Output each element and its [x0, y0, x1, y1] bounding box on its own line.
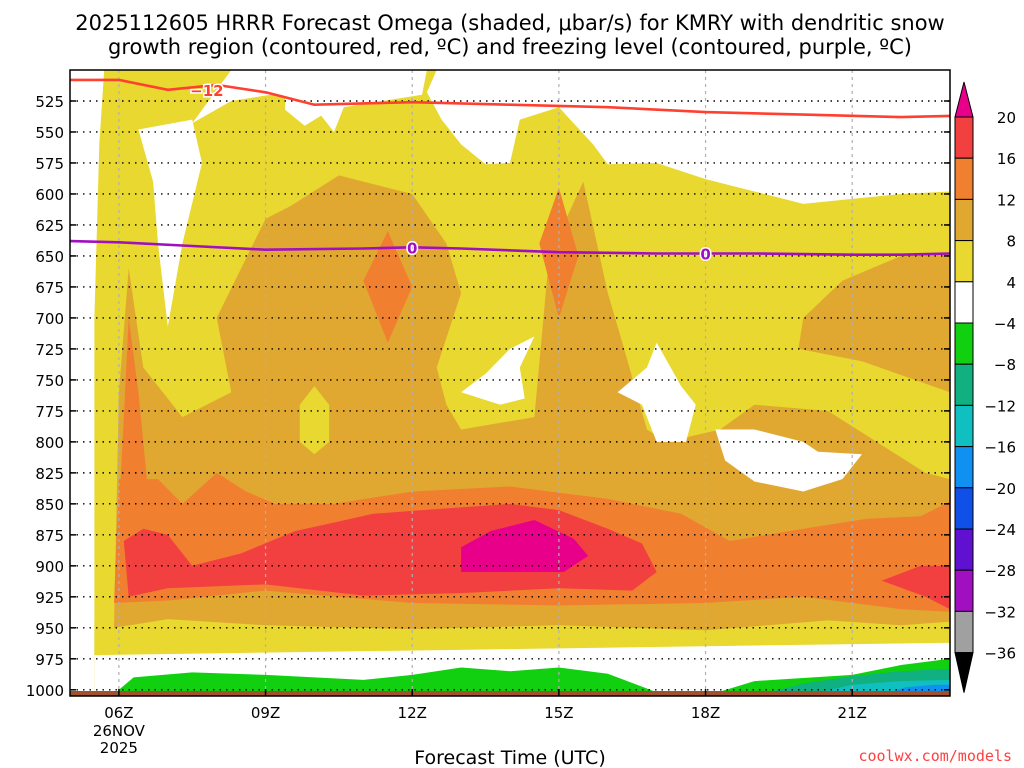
colorbar-label-12: −32: [984, 603, 1016, 621]
colorbar-segment-8: [954, 446, 974, 489]
colorbar-label-10: −24: [984, 521, 1016, 539]
omega-shaded-fills: [70, 70, 950, 696]
omega-region-white-top-right: [426, 70, 950, 204]
y-tick-label-550: 550: [35, 124, 64, 142]
colorbar-segment-9: [954, 487, 974, 530]
x-axis-label: Forecast Time (UTC): [414, 747, 605, 768]
y-tick-label-1000: 1000: [26, 682, 64, 700]
colorbar-label-5: −4: [994, 315, 1016, 333]
colorbar-label-6: −8: [994, 356, 1016, 374]
omega-region-gold-right-patch: [798, 253, 950, 393]
y-tick-label-925: 925: [35, 589, 64, 607]
y-tick-label-725: 725: [35, 341, 64, 359]
x-tick-label-09Z: 09Z: [251, 704, 280, 722]
colorbar-top-arrow: [954, 81, 974, 118]
colorbar-label-13: −36: [984, 645, 1016, 663]
colorbar-label-2: 12: [997, 191, 1016, 209]
y-tick-label-675: 675: [35, 279, 64, 297]
x-tick-label-15Z: 15Z: [544, 704, 573, 722]
colorbar-segment-4: [954, 281, 974, 324]
y-tick-label-650: 650: [35, 248, 64, 266]
x-tick-sublabel-0: 26NOV: [93, 722, 146, 740]
x-tick-label-18Z: 18Z: [691, 704, 720, 722]
x-tick-label-06Z: 06Z: [104, 704, 133, 722]
colorbar-label-9: −20: [984, 480, 1016, 498]
chart-title-line-2: growth region (contoured, red, ºC) and f…: [108, 35, 912, 59]
colorbar-segment-10: [954, 528, 974, 571]
omega-region-yellow-bubble-a: [299, 386, 330, 455]
colorbar-label-1: 16: [997, 150, 1016, 168]
colorbar-segment-5: [954, 322, 974, 365]
contour-line-dgz: [70, 78, 950, 119]
omega-region-white-left-column: [138, 119, 202, 327]
y-tick-label-750: 750: [35, 372, 64, 390]
temperature-contours: −12 0 0: [70, 78, 950, 265]
colorbar-label-0: 20: [997, 109, 1016, 127]
colorbar-label-4: 4: [1006, 274, 1016, 292]
y-axis-ticks: 525 550 575 600 625 650 675 700 725 750 775 800 825 8…: [26, 93, 950, 700]
omega-region-green-band: [118, 658, 950, 696]
y-tick-label-825: 825: [35, 465, 64, 483]
omega-region-red-right: [881, 565, 950, 610]
colorbar-segment-6: [954, 363, 974, 406]
credit-text: coolwx.com/models: [858, 747, 1012, 765]
plot-frame: [69, 69, 951, 697]
colorbar-label-3: 8: [1006, 233, 1016, 251]
y-tick-label-950: 950: [35, 620, 64, 638]
omega-region-white-upper-left: [192, 70, 427, 132]
colorbar-segment-7: [954, 404, 974, 448]
colorbar: 20 16 12 8 4 −4 −8 −12 −16 −20 −24 −28 −32 −36: [954, 81, 1016, 693]
contour-label-dgz-0: −12: [190, 82, 223, 100]
y-tick-label-800: 800: [35, 434, 64, 452]
colorbar-segment-0: [954, 116, 974, 159]
colorbar-segment-11: [954, 569, 974, 612]
y-tick-label-875: 875: [35, 527, 64, 545]
y-tick-label-575: 575: [35, 155, 64, 173]
y-tick-label-625: 625: [35, 217, 64, 235]
omega-region-white-bubble-right: [617, 342, 696, 442]
omega-region-orange-diamond-a: [363, 231, 413, 343]
colorbar-segment-12: [954, 610, 974, 654]
y-tick-label-775: 775: [35, 403, 64, 421]
contour-line-freezing: [70, 239, 950, 256]
omega-region-magenta-core: [461, 520, 589, 572]
x-tick-sublabel-1: 2025: [100, 739, 138, 757]
y-tick-label-850: 850: [35, 496, 64, 514]
omega-region-white-bubble-mid: [461, 336, 535, 405]
y-tick-label-525: 525: [35, 93, 64, 111]
y-tick-label-975: 975: [35, 651, 64, 669]
colorbar-segment-1: [954, 157, 974, 200]
omega-region-white-bubble-far-right: [715, 429, 862, 492]
colorbar-bottom-arrow: [954, 652, 974, 693]
colorbar-label-11: −28: [984, 562, 1016, 580]
x-tick-label-12Z: 12Z: [398, 704, 427, 722]
colorbar-segment-3: [954, 240, 974, 283]
y-tick-label-700: 700: [35, 310, 64, 328]
contour-label-freezing-1: 0: [700, 245, 710, 263]
y-tick-label-600: 600: [35, 186, 64, 204]
colorbar-segment-2: [954, 198, 974, 242]
chart-title-line-1: 2025112605 HRRR Forecast Omega (shaded, …: [75, 11, 945, 35]
colorbar-label-7: −12: [984, 397, 1016, 415]
y-tick-label-900: 900: [35, 558, 64, 576]
colorbar-label-8: −16: [984, 439, 1016, 457]
omega-region-orange-column-left: [118, 317, 149, 529]
contour-label-freezing-0: 0: [407, 239, 417, 257]
ground-surface: [70, 691, 950, 696]
x-tick-label-21Z: 21Z: [838, 704, 867, 722]
